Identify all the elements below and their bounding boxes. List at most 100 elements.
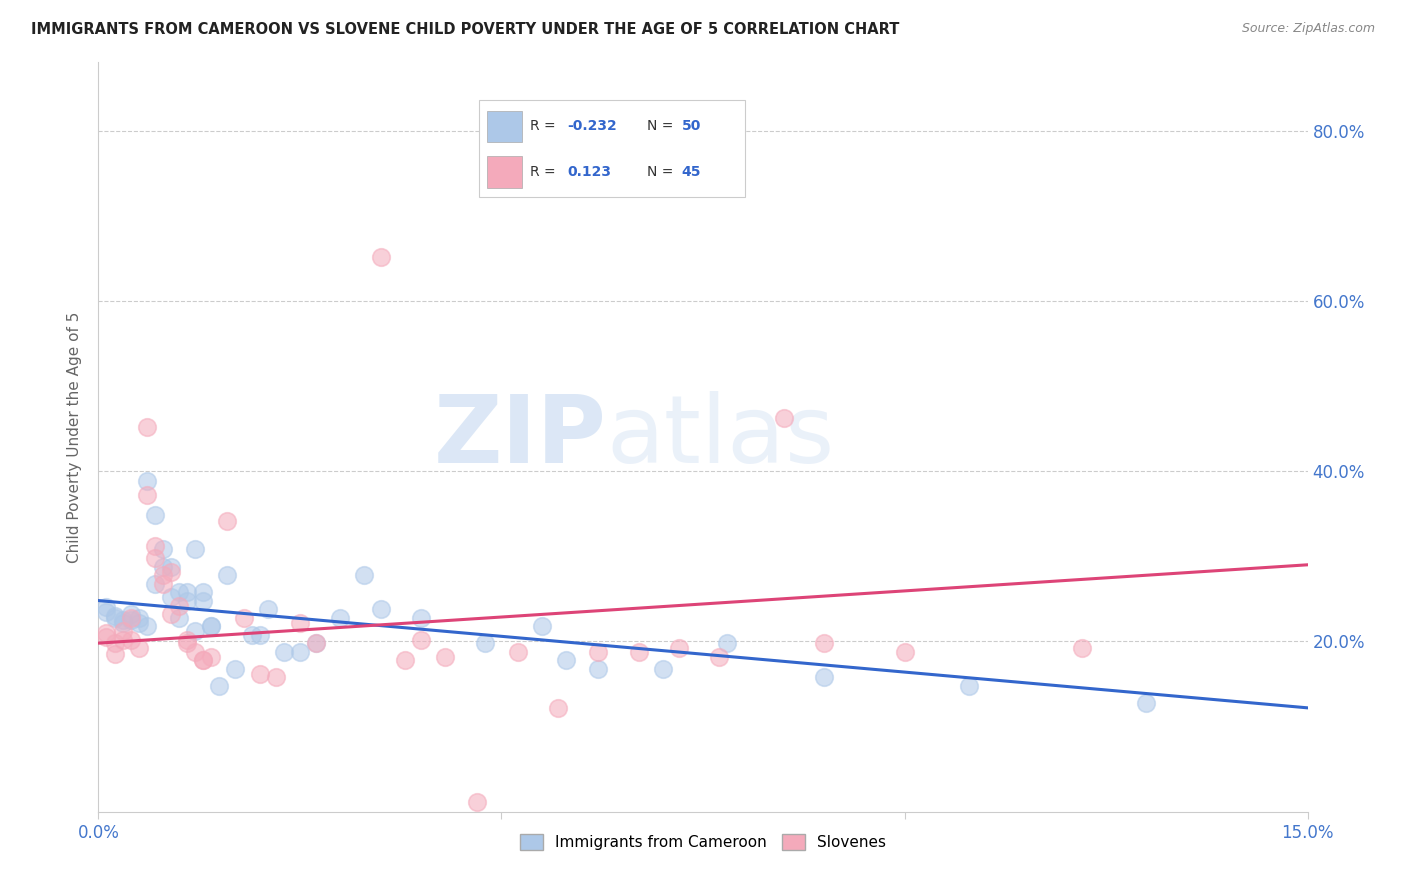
Point — [143, 576, 166, 591]
Point — [143, 551, 166, 566]
Point — [1135, 696, 1157, 710]
Point — [288, 645, 311, 659]
Point — [128, 615, 150, 630]
Point — [184, 645, 207, 659]
Point — [217, 514, 239, 528]
Point — [103, 636, 125, 650]
Point — [176, 632, 198, 647]
Point — [111, 615, 134, 630]
Point — [506, 645, 529, 659]
Point — [409, 610, 432, 624]
Point — [249, 666, 271, 681]
Point — [329, 610, 352, 624]
Point — [176, 593, 198, 607]
Point — [409, 632, 432, 647]
Point — [240, 627, 263, 641]
Point — [120, 632, 142, 647]
Point — [103, 608, 125, 623]
Point — [547, 701, 569, 715]
Point — [152, 568, 174, 582]
Point — [96, 626, 118, 640]
Point — [474, 636, 496, 650]
Point — [651, 662, 673, 676]
Legend: Immigrants from Cameroon, Slovenes: Immigrants from Cameroon, Slovenes — [513, 829, 893, 856]
Point — [167, 585, 190, 599]
Point — [128, 610, 150, 624]
Point — [394, 653, 416, 667]
Text: ZIP: ZIP — [433, 391, 606, 483]
Point — [707, 649, 730, 664]
Point — [208, 679, 231, 693]
Point — [143, 539, 166, 553]
Point — [353, 568, 375, 582]
Point — [184, 542, 207, 557]
Point — [143, 508, 166, 523]
Text: Source: ZipAtlas.com: Source: ZipAtlas.com — [1241, 22, 1375, 36]
Point — [305, 636, 328, 650]
Point — [120, 610, 142, 624]
Point — [135, 420, 157, 434]
Point — [264, 670, 287, 684]
Point — [152, 559, 174, 574]
Point — [152, 542, 174, 557]
Point — [128, 641, 150, 656]
Point — [555, 653, 578, 667]
Point — [232, 610, 254, 624]
Point — [176, 636, 198, 650]
Point — [256, 602, 278, 616]
Point — [167, 610, 190, 624]
Point — [96, 630, 118, 644]
Point — [716, 636, 738, 650]
Point — [160, 565, 183, 579]
Point — [103, 610, 125, 624]
Point — [152, 576, 174, 591]
Point — [288, 615, 311, 630]
Point — [305, 636, 328, 650]
Point — [465, 795, 488, 809]
Point — [135, 475, 157, 489]
Point — [135, 619, 157, 633]
Point — [370, 250, 392, 264]
Point — [530, 619, 553, 633]
Point — [772, 411, 794, 425]
Point — [668, 641, 690, 656]
Point — [957, 679, 980, 693]
Point — [96, 605, 118, 619]
Point — [96, 600, 118, 615]
Point — [224, 662, 246, 676]
Point — [627, 645, 650, 659]
Point — [120, 607, 142, 622]
Point — [176, 585, 198, 599]
Point — [120, 613, 142, 627]
Point — [200, 649, 222, 664]
Point — [193, 585, 215, 599]
Point — [111, 624, 134, 639]
Point — [813, 670, 835, 684]
Point — [273, 645, 295, 659]
Point — [249, 627, 271, 641]
Text: IMMIGRANTS FROM CAMEROON VS SLOVENE CHILD POVERTY UNDER THE AGE OF 5 CORRELATION: IMMIGRANTS FROM CAMEROON VS SLOVENE CHIL… — [31, 22, 900, 37]
Point — [200, 619, 222, 633]
Point — [193, 593, 215, 607]
Point — [184, 624, 207, 639]
Point — [217, 568, 239, 582]
Point — [200, 619, 222, 633]
Point — [160, 559, 183, 574]
Point — [111, 632, 134, 647]
Point — [1070, 641, 1092, 656]
Point — [434, 649, 457, 664]
Point — [370, 602, 392, 616]
Point — [111, 613, 134, 627]
Point — [135, 488, 157, 502]
Point — [160, 590, 183, 604]
Text: atlas: atlas — [606, 391, 835, 483]
Point — [193, 653, 215, 667]
Point — [103, 647, 125, 661]
Point — [586, 645, 609, 659]
Point — [586, 662, 609, 676]
Point — [167, 599, 190, 613]
Point — [813, 636, 835, 650]
Point — [893, 645, 915, 659]
Y-axis label: Child Poverty Under the Age of 5: Child Poverty Under the Age of 5 — [67, 311, 83, 563]
Point — [193, 653, 215, 667]
